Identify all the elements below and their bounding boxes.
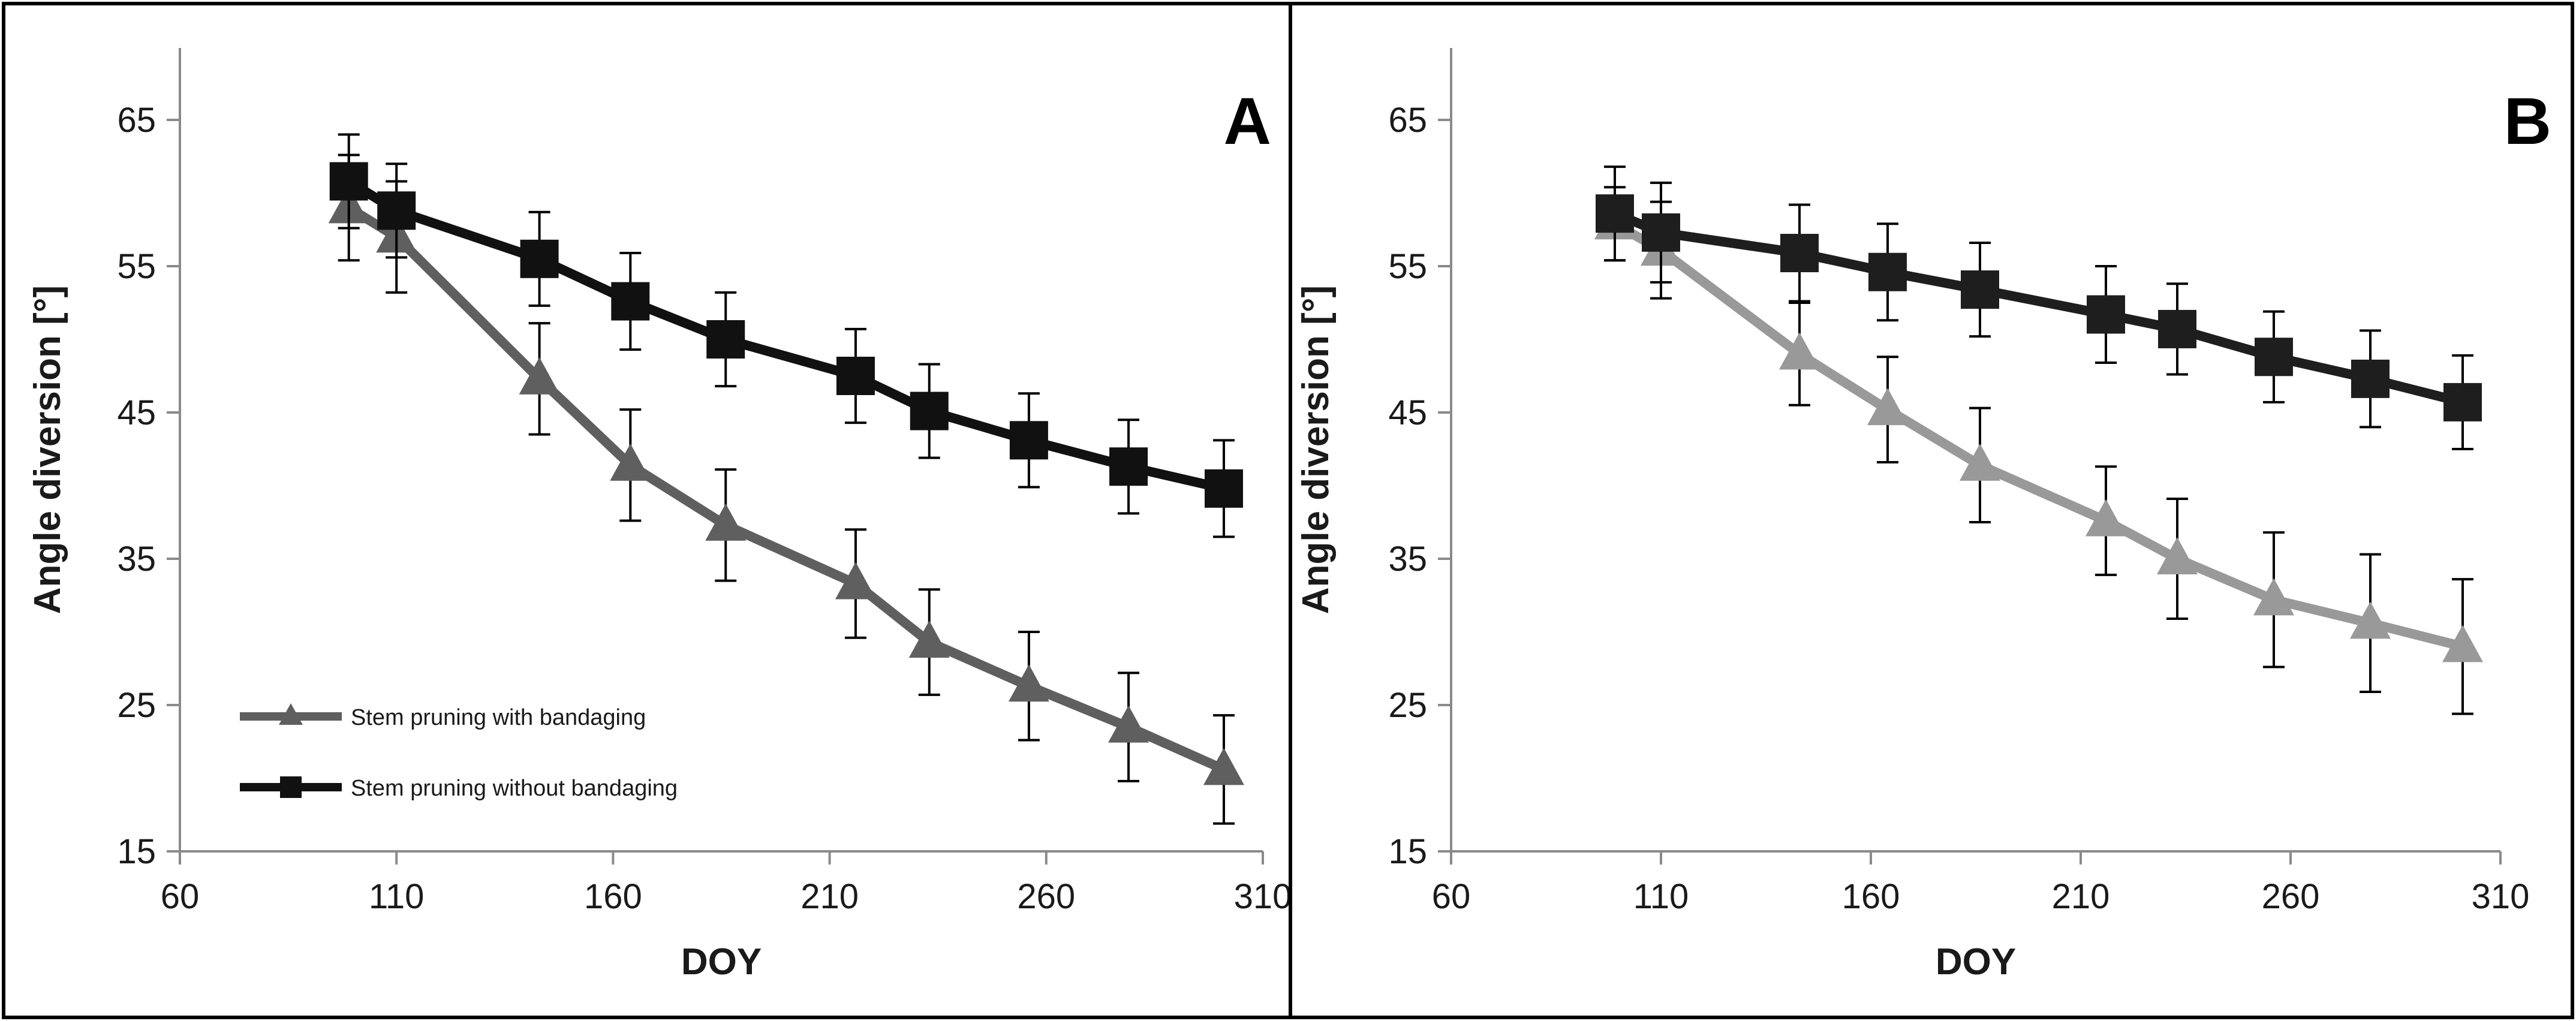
series-line bbox=[346, 203, 1226, 774]
data-point-square bbox=[1868, 252, 1907, 291]
legend: Stem pruning with bandaging Stem pruning … bbox=[240, 703, 678, 801]
y-tick-label: 55 bbox=[1388, 247, 1427, 286]
x-tick-label: 210 bbox=[2052, 877, 2110, 916]
x-tick-label: 260 bbox=[2262, 877, 2320, 916]
data-point-triangle bbox=[2086, 499, 2126, 537]
x-tick-label: 60 bbox=[1432, 877, 1471, 916]
x-axis-title: DOY bbox=[681, 941, 762, 983]
data-point-triangle bbox=[1867, 388, 1908, 426]
panel-a: 15 25 35 45 55 65 60 110 160 210 260 310 DOY Angle di… bbox=[2, 2, 1292, 1019]
series-without-bandaging bbox=[329, 133, 1243, 538]
data-point-square bbox=[706, 320, 745, 359]
y-axis-title: Angle diversion [°] bbox=[27, 285, 68, 614]
y-tick-label: 35 bbox=[117, 540, 156, 579]
data-point-triangle bbox=[1779, 332, 1820, 370]
data-point-square bbox=[2255, 338, 2293, 377]
x-tick-label: 160 bbox=[584, 877, 642, 916]
data-point-square bbox=[1961, 270, 1999, 309]
x-tick-label: 310 bbox=[2472, 877, 2530, 916]
panel-frame bbox=[1289, 2, 2574, 1019]
y-axis-title: Angle diversion [°] bbox=[1295, 285, 1337, 614]
y-tick-label: 25 bbox=[1388, 686, 1427, 725]
panel-letter: B bbox=[2504, 85, 2551, 158]
data-point-square bbox=[1642, 213, 1680, 252]
data-point-square bbox=[1596, 194, 1634, 233]
y-tick-label: 15 bbox=[1388, 832, 1427, 871]
x-tick-label: 110 bbox=[1633, 877, 1689, 916]
legend-label: Stem pruning with bandaging bbox=[351, 705, 646, 730]
data-point-triangle bbox=[2350, 601, 2391, 639]
series-without-bandaging bbox=[1596, 165, 2482, 450]
legend-marker-triangle bbox=[279, 703, 303, 725]
series-line bbox=[346, 177, 1225, 493]
data-point-square bbox=[1109, 447, 1148, 486]
data-point-square bbox=[2351, 359, 2390, 398]
series-with-bandaging bbox=[328, 153, 1244, 825]
x-tick-label: 310 bbox=[1234, 877, 1292, 916]
data-point-square bbox=[520, 239, 559, 278]
x-tick-label: 260 bbox=[1017, 877, 1075, 916]
data-point-triangle bbox=[610, 443, 651, 481]
data-point-square bbox=[910, 391, 949, 430]
legend-marker-square bbox=[280, 776, 302, 798]
data-point-triangle bbox=[2253, 578, 2294, 616]
y-tick-label: 65 bbox=[1388, 101, 1427, 140]
panel-letter: A bbox=[1224, 85, 1271, 158]
data-point-triangle bbox=[705, 503, 747, 541]
panel-b: 15 25 35 45 55 65 60 110 160 210 260 310 DOY Angle di… bbox=[1289, 2, 2574, 1019]
data-point-square bbox=[1204, 469, 1243, 508]
data-point-square bbox=[1780, 234, 1819, 273]
data-point-square bbox=[2158, 309, 2196, 348]
data-point-square bbox=[1009, 421, 1048, 460]
y-tick-label: 35 bbox=[1388, 540, 1427, 579]
legend-label: Stem pruning without bandaging bbox=[351, 776, 678, 801]
x-tick-label: 60 bbox=[161, 877, 200, 916]
y-tick-label: 65 bbox=[117, 101, 156, 140]
data-point-triangle bbox=[1960, 443, 2000, 481]
data-point-triangle bbox=[908, 621, 950, 658]
data-point-square bbox=[2443, 383, 2482, 421]
data-point-triangle bbox=[2157, 537, 2198, 574]
y-tick-label: 45 bbox=[117, 393, 156, 432]
data-point-square bbox=[329, 162, 368, 201]
series-line bbox=[1612, 219, 2464, 652]
data-point-square bbox=[377, 191, 416, 230]
x-tick-label: 160 bbox=[1842, 877, 1900, 916]
x-axis-title: DOY bbox=[1936, 941, 2016, 983]
data-point-triangle bbox=[1203, 748, 1244, 785]
series-with-bandaging bbox=[1594, 186, 2483, 715]
y-tick-label: 55 bbox=[117, 247, 156, 286]
data-point-triangle bbox=[1008, 664, 1049, 702]
y-tick-label: 15 bbox=[117, 832, 156, 871]
data-point-square bbox=[836, 357, 875, 395]
x-tick-label: 110 bbox=[369, 877, 424, 916]
data-point-square bbox=[611, 282, 650, 321]
y-tick-label: 25 bbox=[117, 686, 156, 725]
data-point-triangle bbox=[1108, 705, 1149, 743]
y-tick-label: 45 bbox=[1388, 393, 1427, 432]
data-point-triangle bbox=[2442, 625, 2483, 662]
x-tick-label: 210 bbox=[801, 877, 859, 916]
data-point-triangle bbox=[835, 562, 876, 600]
data-point-square bbox=[2087, 295, 2125, 334]
series-line bbox=[1612, 209, 2464, 407]
data-point-triangle bbox=[519, 357, 560, 394]
